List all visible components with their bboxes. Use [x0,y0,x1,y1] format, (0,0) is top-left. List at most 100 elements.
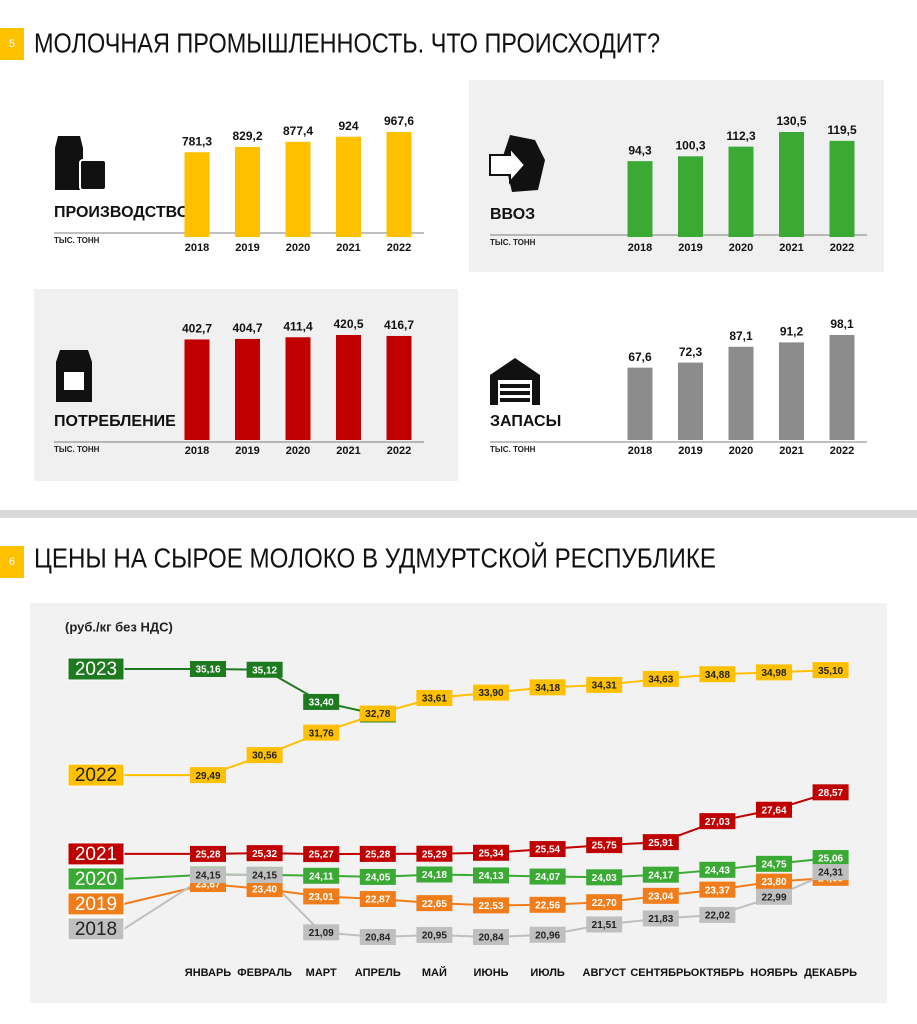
value-label-box [303,724,340,741]
x-tick-label: 2019 [678,242,702,254]
value-label: 20,96 [535,930,560,941]
x-tick-label: 2021 [779,445,803,457]
value-label-box [303,888,340,905]
x-tick-label: СЕНТЯБРЬ [630,967,691,979]
value-label-box [303,924,340,941]
value-label-box [812,784,849,801]
value-label: 22,53 [478,901,503,912]
value-label-box [756,855,792,872]
icon-warehouse [490,358,540,405]
value-label-box [529,679,566,696]
value-label-box [473,897,509,914]
value-label: 402,7 [182,322,212,336]
x-tick-label: 2018 [185,242,209,254]
bar [336,335,361,440]
x-tick-label: ФЕВРАЛЬ [237,967,292,979]
value-label: 34,18 [535,683,560,694]
value-label: 33,90 [478,688,503,699]
legend-swatch [67,763,125,787]
value-label: 420,5 [333,317,363,331]
icon-milk [55,136,107,191]
value-label: 100,3 [675,138,705,152]
x-tick-label: МАРТ [306,967,337,979]
value-label-box [246,867,283,884]
value-label: 967,6 [384,114,414,128]
value-label-box [303,846,340,863]
bar [678,362,703,440]
value-label-box [359,705,396,722]
unit-label: ТЫС. ТОНН [490,238,536,247]
value-label-box [756,664,792,681]
value-label: 34,63 [648,675,673,686]
value-label: 24,15 [252,871,277,882]
value-label: 35,16 [195,665,220,676]
value-label-box [699,666,736,683]
value-label: 33,61 [422,694,447,705]
value-label: 21,51 [592,920,617,931]
value-label-box [473,684,509,701]
bar [235,338,260,440]
x-tick-label: 2020 [286,445,310,457]
value-label: 31,76 [309,728,334,739]
chart-title: ПРОИЗВОДСТВО [54,204,189,221]
value-label: 23,01 [309,892,334,903]
slide-number-badge [0,28,24,60]
value-label: 781,3 [182,134,212,148]
value-label: 33,40 [309,698,334,709]
bar [235,147,260,237]
value-label: 877,4 [283,124,313,138]
legend-label: 2020 [75,869,117,890]
value-label-box [246,881,283,898]
value-label-box [699,906,736,923]
value-label-box [529,868,566,885]
value-label-box [812,662,849,679]
value-label: 23,04 [648,891,673,902]
value-label: 22,02 [705,911,730,922]
value-label-box [642,670,679,687]
value-label: 29,49 [195,771,220,782]
slide-number: 5 [9,38,15,50]
x-tick-label: 2018 [185,445,209,457]
x-tick-label: ДЕКАБРЬ [804,967,857,979]
value-label: 25,75 [592,841,617,852]
value-label-box [586,916,623,933]
slide-number-badge [0,546,24,578]
value-label: 24,05 [365,873,390,884]
value-label: 112,3 [726,129,756,143]
x-tick-label: ИЮНЬ [473,967,508,979]
value-label: 24,43 [705,865,730,876]
value-label-box [586,894,623,911]
icon-import [489,135,545,192]
chart-title: ВВОЗ [490,206,535,223]
value-label: 67,6 [628,350,652,364]
value-label: 22,87 [365,895,390,906]
legend-label: 2018 [75,919,117,940]
x-tick-label: 2020 [286,242,310,254]
value-label: 23,40 [252,885,277,896]
legend-swatch [67,892,125,916]
x-tick-label: 2022 [387,445,411,457]
value-label: 30,56 [252,751,277,762]
value-label: 24,31 [818,868,843,879]
value-label: 24,75 [761,859,786,870]
value-label-box [529,926,566,943]
value-label-box [416,895,453,912]
value-label: 91,2 [780,325,804,339]
value-label: 28,57 [818,788,843,799]
value-label-box [699,881,736,898]
unit-label: ТЫС. ТОНН [490,445,536,454]
bar [678,156,703,237]
x-tick-label: 2018 [628,242,652,254]
chart-subtitle: (руб./кг без НДС) [65,619,173,634]
value-label: 32,78 [365,709,390,720]
value-label-box [303,693,340,710]
value-label-box [416,866,453,883]
value-label: 25,34 [478,848,503,859]
series-line [207,668,379,716]
value-label: 24,13 [478,871,503,882]
bar [779,342,804,440]
value-label: 23,80 [761,877,786,888]
value-label: 25,27 [309,850,334,861]
value-label: 130,5 [776,114,806,128]
value-label: 24,18 [422,870,447,881]
